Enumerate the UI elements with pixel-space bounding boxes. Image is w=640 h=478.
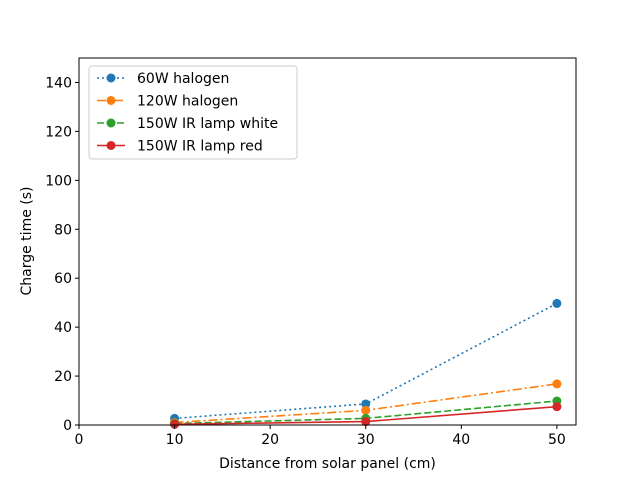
legend-marker — [106, 141, 116, 150]
legend-label: 150W IR lamp white — [137, 116, 278, 132]
legend-label: 60W halogen — [137, 71, 229, 87]
y-axis-label: Charge time (s) — [19, 187, 35, 296]
data-point — [552, 298, 562, 308]
legend-box — [88, 65, 298, 160]
x-tick-label: 50 — [548, 432, 566, 448]
legend: 60W halogen 120W halogen 150W IR lamp whit… — [88, 65, 298, 160]
y-tick-label: 40 — [54, 320, 72, 336]
y-tick-label: 80 — [54, 222, 72, 238]
x-tick-label: 40 — [452, 432, 470, 448]
y-tick-label: 60 — [54, 271, 72, 287]
legend-marker — [106, 118, 116, 128]
data-point — [170, 419, 180, 429]
y-tick-label: 140 — [45, 75, 72, 91]
data-point — [361, 417, 371, 427]
data-point — [552, 379, 562, 389]
legend-entry: 150W IR lamp red — [97, 139, 263, 155]
series-0 — [170, 298, 562, 423]
y-tick-label: 120 — [45, 124, 72, 140]
y-tick-label: 0 — [63, 418, 72, 434]
data-point — [361, 405, 371, 415]
data-point — [552, 402, 562, 412]
legend-entry: 120W halogen — [97, 94, 238, 110]
axes-frame — [78, 57, 577, 426]
legend-label: 120W halogen — [137, 94, 238, 110]
legend-label: 150W IR lamp red — [137, 139, 263, 155]
legend-entry: 150W IR lamp white — [97, 116, 278, 132]
legend-entry: 60W halogen — [97, 71, 229, 87]
axes: 0 10 20 30 40 50 0 20 40 60 80 100 120 140 — [45, 57, 577, 448]
x-tick-label: 30 — [357, 432, 375, 448]
legend-marker — [106, 96, 116, 105]
x-axis-label: Distance from solar panel (cm) — [219, 456, 436, 472]
legend-marker — [106, 73, 116, 83]
series-3 — [170, 402, 562, 429]
y-tick-label: 20 — [54, 369, 72, 385]
x-tick-label: 20 — [261, 432, 279, 448]
x-tick-label: 0 — [75, 432, 84, 448]
plot-area — [170, 298, 562, 429]
x-tick-label: 10 — [166, 432, 184, 448]
y-tick-label: 100 — [45, 173, 72, 189]
data-point — [361, 399, 371, 409]
